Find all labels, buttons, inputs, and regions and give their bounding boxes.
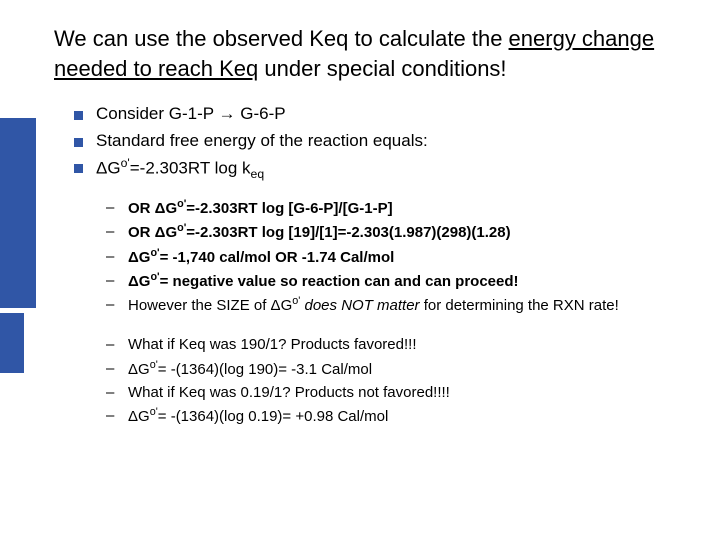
sub-item: ΔGo'= -(1364)(log 0.19)= +0.98 Cal/mol [106, 404, 666, 428]
sub-text: = negative value so reaction can and can… [160, 273, 519, 290]
sub-item: OR ΔGo'=-2.303RT log [G-6-P]/[G-1-P] [106, 196, 666, 220]
sub-text: =-2.303RT log [19]/[1]=-2.303(1.987)(298… [186, 224, 510, 241]
sub-text: = -(1364)(log 190)= -3.1 Cal/mol [158, 361, 372, 378]
bullet-text: Consider G-1-P [96, 104, 219, 123]
slide-title: We can use the observed Keq to calculate… [54, 24, 666, 83]
superscript: o' [150, 406, 158, 418]
sub-text-italic: does NOT matter [300, 297, 419, 314]
sub-text: = -1,740 cal/mol OR -1.74 Cal/mol [160, 249, 395, 266]
bullet-consider: Consider G-1-P → G-6-P [74, 101, 666, 127]
sub-text: for determining the RXN rate! [420, 297, 619, 314]
arrow-icon: → [219, 104, 236, 123]
sub-text: OR ΔG [128, 224, 177, 241]
sub-text: ΔG [128, 249, 150, 266]
sub-text: OR ΔG [128, 200, 177, 217]
bullet-text: ΔG [96, 159, 121, 178]
sub-text: What if Keq was 0.19/1? Products not fav… [128, 384, 450, 401]
sub-item: ΔGo'= -1,740 cal/mol OR -1.74 Cal/mol [106, 245, 666, 269]
sub-text: =-2.303RT log [G-6-P]/[G-1-P] [186, 200, 392, 217]
sub-item: ΔGo'= -(1364)(log 190)= -3.1 Cal/mol [106, 357, 666, 381]
sub-list-whatif: What if Keq was 190/1? Products favored!… [54, 333, 666, 428]
superscript: o' [150, 359, 158, 371]
bullet-text: =-2.303RT log k [130, 159, 251, 178]
bullet-text: G-6-P [236, 104, 286, 123]
sub-text: However the SIZE of ΔG [128, 297, 292, 314]
sub-item: ΔGo'= negative value so reaction can and… [106, 269, 666, 293]
sub-list-calc: OR ΔGo'=-2.303RT log [G-6-P]/[G-1-P] OR … [54, 196, 666, 317]
sub-text: ΔG [128, 273, 150, 290]
title-text-pre: We can use the observed Keq to calculate… [54, 26, 509, 51]
bullet-equation: ΔGo'=-2.303RT log keq [74, 154, 666, 184]
sub-text: ΔG [128, 361, 150, 378]
sub-item: What if Keq was 0.19/1? Products not fav… [106, 381, 666, 404]
sub-text: What if Keq was 190/1? Products favored!… [128, 336, 417, 353]
sub-item: However the SIZE of ΔGo' does NOT matter… [106, 293, 666, 317]
bullet-list-main: Consider G-1-P → G-6-P Standard free ene… [54, 101, 666, 184]
accent-bar-short [0, 313, 24, 373]
slide: We can use the observed Keq to calculate… [0, 0, 720, 540]
subscript: eq [251, 167, 265, 181]
superscript: o' [121, 156, 130, 170]
superscript: o' [150, 271, 159, 283]
sub-item: OR ΔGo'=-2.303RT log [19]/[1]=-2.303(1.9… [106, 220, 666, 244]
bullet-standard-energy: Standard free energy of the reaction equ… [74, 128, 666, 154]
sub-text: = -(1364)(log 0.19)= +0.98 Cal/mol [158, 408, 389, 425]
superscript: o' [177, 198, 186, 210]
sub-item: What if Keq was 190/1? Products favored!… [106, 333, 666, 356]
accent-bar-long [0, 118, 36, 308]
bullet-text: Standard free energy of the reaction equ… [96, 131, 428, 150]
superscript: o' [177, 222, 186, 234]
sub-text: ΔG [128, 408, 150, 425]
title-text-post: under special conditions! [258, 56, 506, 81]
superscript: o' [150, 247, 159, 259]
